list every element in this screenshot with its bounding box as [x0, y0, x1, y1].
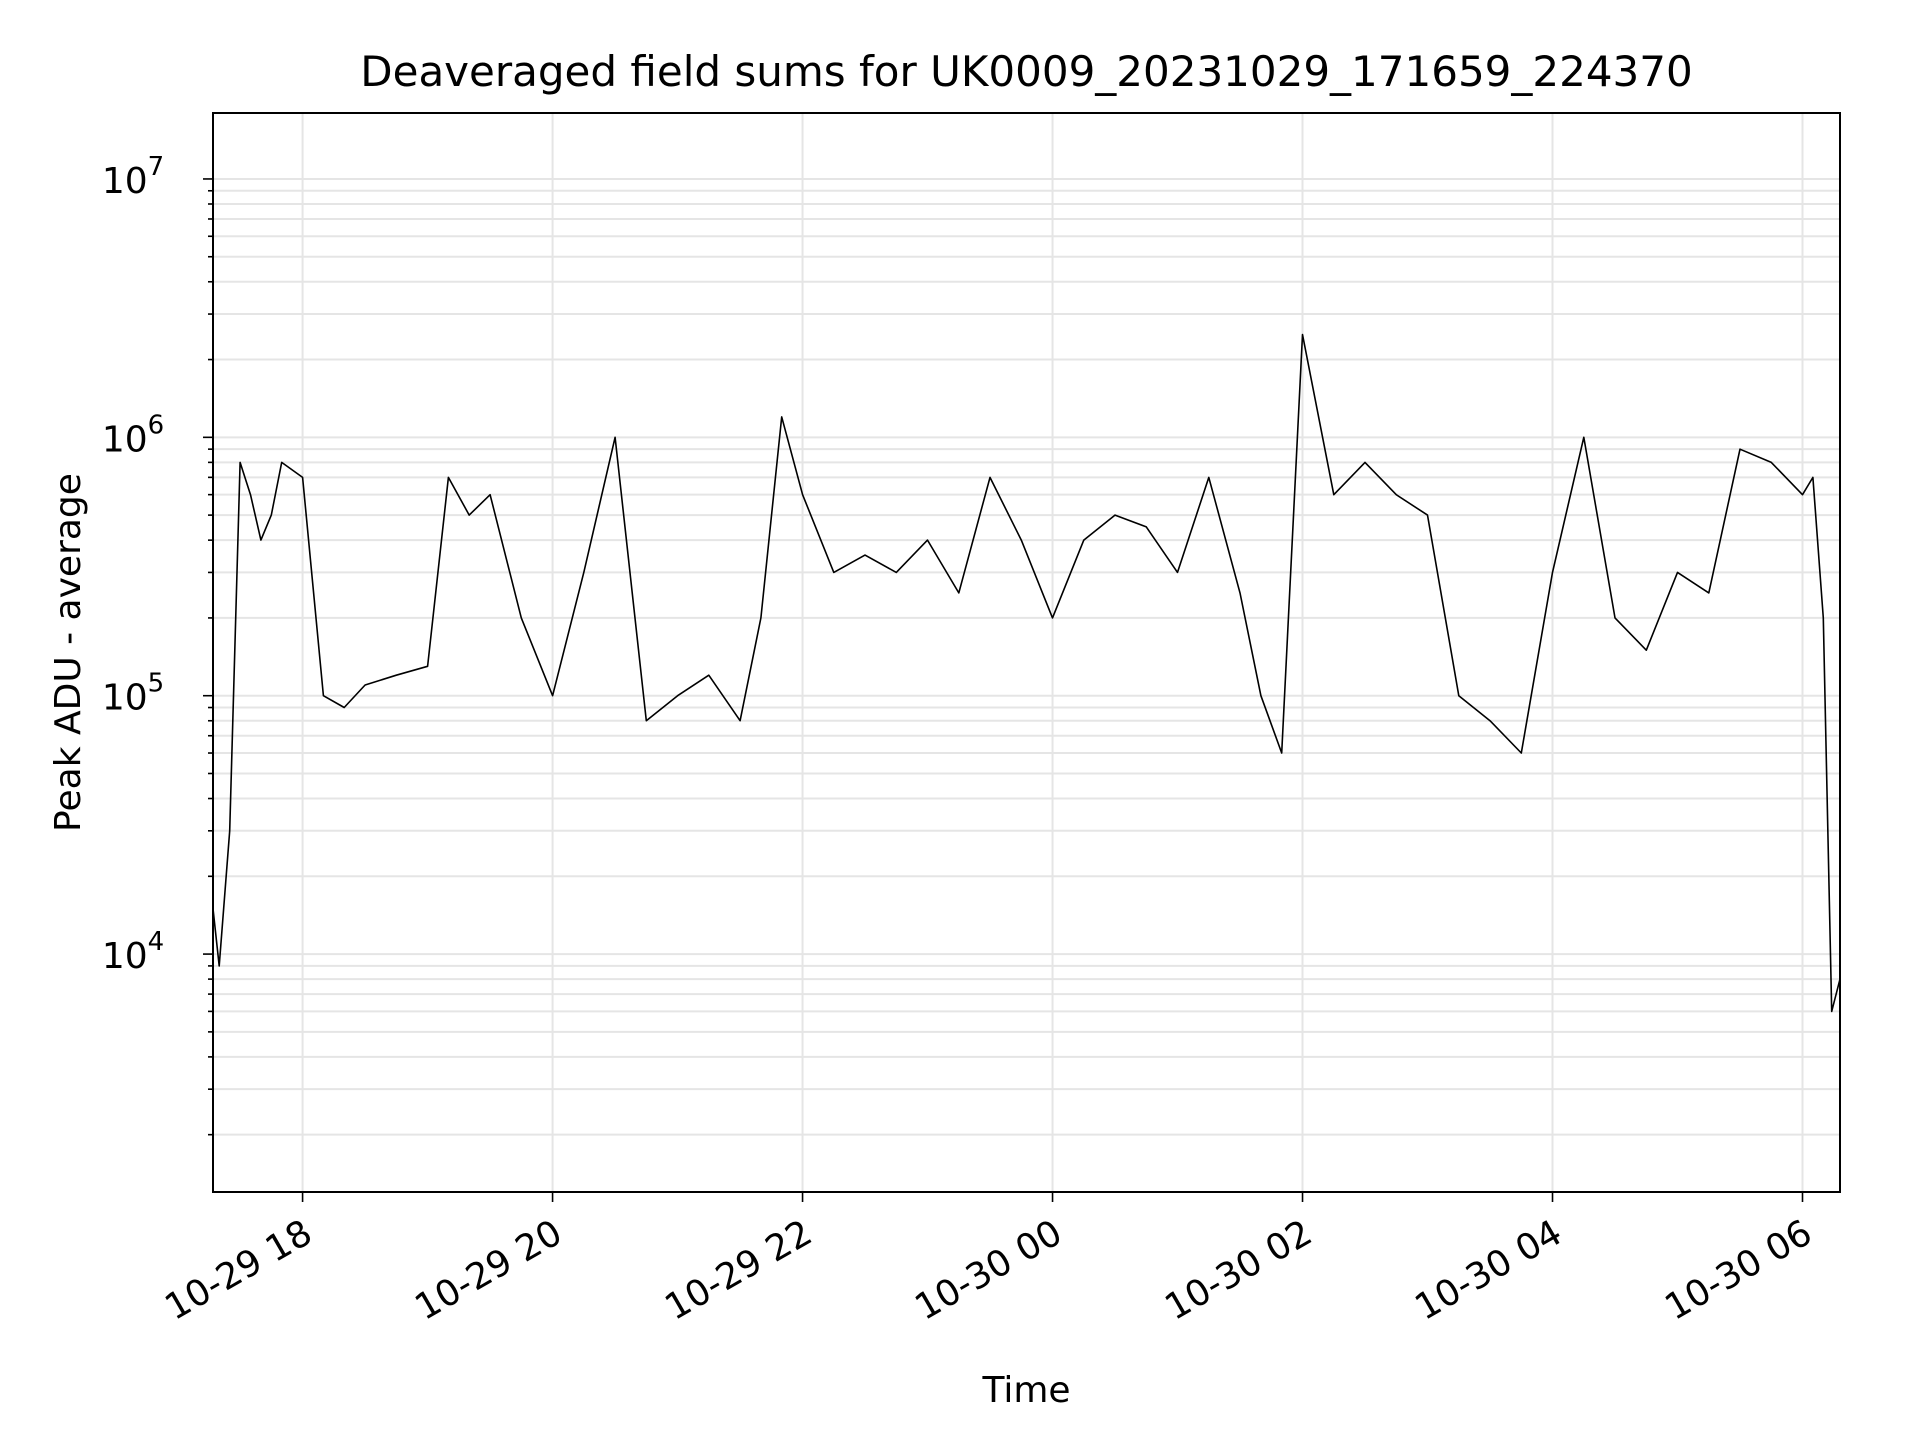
- y-tick-label: 107: [102, 152, 164, 202]
- y-tick-label: 104: [102, 927, 164, 977]
- y-tick-label: 106: [102, 410, 164, 460]
- x-axis-label: Time: [981, 1370, 1070, 1411]
- grid-layer: [213, 113, 1840, 1192]
- plot-frame: [212, 112, 1841, 1193]
- line-layer: [212, 333, 1841, 1013]
- y-tick-label: 105: [102, 669, 164, 719]
- y-axis-label: Peak ADU - average: [48, 473, 89, 832]
- series-line: [212, 333, 1841, 1013]
- chart-title: Deaveraged field sums for UK0009_2023102…: [360, 47, 1692, 96]
